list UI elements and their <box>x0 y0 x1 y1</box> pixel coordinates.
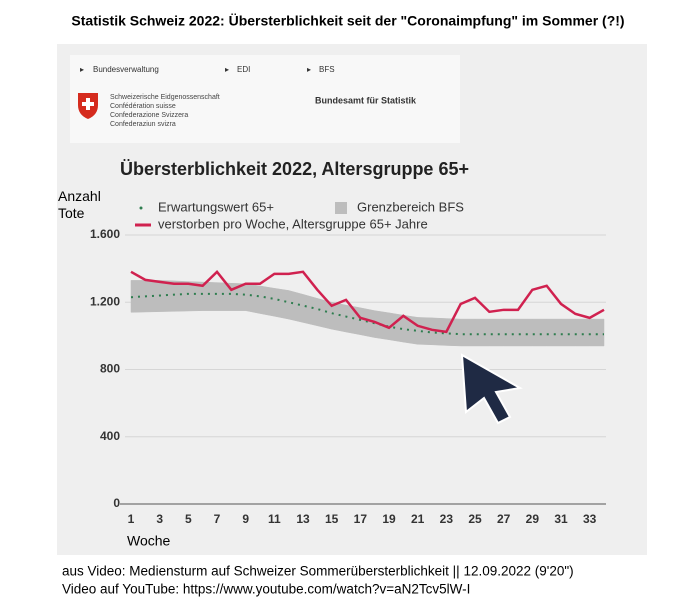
band-segment <box>503 318 519 347</box>
y-tick-label: 1.200 <box>90 294 120 308</box>
band-segment <box>245 283 261 314</box>
x-tick-label: 15 <box>325 512 339 526</box>
x-tick-label: 31 <box>554 512 568 526</box>
breadcrumb: BFS <box>319 65 335 74</box>
x-tick-label: 23 <box>440 512 454 526</box>
org-name: Confédération suisse <box>110 103 176 110</box>
band-segment <box>417 317 433 346</box>
x-tick-label: 21 <box>411 512 425 526</box>
legend-swatch <box>335 202 347 214</box>
series-line <box>130 269 605 334</box>
office-name: Bundesamt für Statistik <box>315 95 417 105</box>
legend-label: Grenzbereich BFS <box>357 199 464 214</box>
band-segment <box>489 318 504 347</box>
org-name: Schweizerische Eidgenossenschaft <box>110 94 220 101</box>
band-segment <box>517 318 533 347</box>
x-tick-label: 11 <box>268 512 281 526</box>
band-segment <box>532 318 547 347</box>
band-segment <box>360 307 375 338</box>
y-tick-label: 1.600 <box>90 227 120 241</box>
y-label-box: Anzahl Tote <box>58 188 101 221</box>
band-segment <box>202 281 218 311</box>
band-segment <box>274 288 289 320</box>
x-tick-label: 9 <box>242 512 249 526</box>
legend-swatch <box>139 206 143 210</box>
breadcrumb-arrow: ▸ <box>307 65 311 74</box>
band-segment <box>288 290 304 323</box>
band-segment <box>546 318 562 347</box>
band-segment <box>560 318 576 347</box>
x-tick-label: 29 <box>526 512 540 526</box>
band-segment <box>474 318 490 347</box>
band-segment <box>589 318 605 347</box>
band-segment <box>173 280 189 312</box>
org-name: Confederazione Svizzera <box>110 112 188 119</box>
band-segment <box>302 294 318 327</box>
swiss-cross <box>82 98 94 110</box>
x-tick-label: 3 <box>156 512 163 526</box>
band-segment <box>446 318 461 347</box>
y-axis-label: Anzahl Tote <box>58 188 101 221</box>
band-segment <box>575 318 590 347</box>
chart-title: Übersterblichkeit 2022, Altersgruppe 65+ <box>120 159 469 179</box>
x-axis-label: Woche <box>127 533 171 549</box>
x-tick-label: 33 <box>583 512 597 526</box>
x-tick-label: 17 <box>354 512 368 526</box>
x-tick-label: 5 <box>185 512 192 526</box>
cursor-icon <box>460 353 523 425</box>
breadcrumb-arrow: ▸ <box>80 65 84 74</box>
x-tick-label: 19 <box>382 512 396 526</box>
legend-label: Erwartungswert 65+ <box>158 199 274 214</box>
header-band <box>70 55 460 143</box>
breadcrumb: EDI <box>237 65 250 74</box>
y-tick-label: 0 <box>113 496 120 510</box>
org-name: Confederaziun svizra <box>110 121 176 128</box>
band-segment <box>259 285 275 317</box>
x-tick-label: 13 <box>296 512 310 526</box>
x-tick-label: 1 <box>128 512 135 526</box>
x-tick-label: 27 <box>497 512 511 526</box>
band-segment <box>460 318 476 347</box>
x-tick-label: 7 <box>214 512 221 526</box>
y-tick-label: 400 <box>100 429 120 443</box>
page-title: Statistik Schweiz 2022: Übersterblichkei… <box>71 13 624 29</box>
series-line <box>130 292 604 336</box>
footer-line: aus Video: Mediensturm auf Schweizer Som… <box>62 564 574 579</box>
band-segment <box>331 301 347 333</box>
breadcrumb-arrow: ▸ <box>225 65 229 74</box>
y-tick-label: 800 <box>100 362 120 376</box>
x-tick-label: 25 <box>468 512 482 526</box>
footer-line: Video auf YouTube: https://www.youtube.c… <box>62 582 470 597</box>
legend-label: verstorben pro Woche, Altersgruppe 65+ J… <box>158 216 428 231</box>
breadcrumb: Bundesverwaltung <box>93 65 159 74</box>
